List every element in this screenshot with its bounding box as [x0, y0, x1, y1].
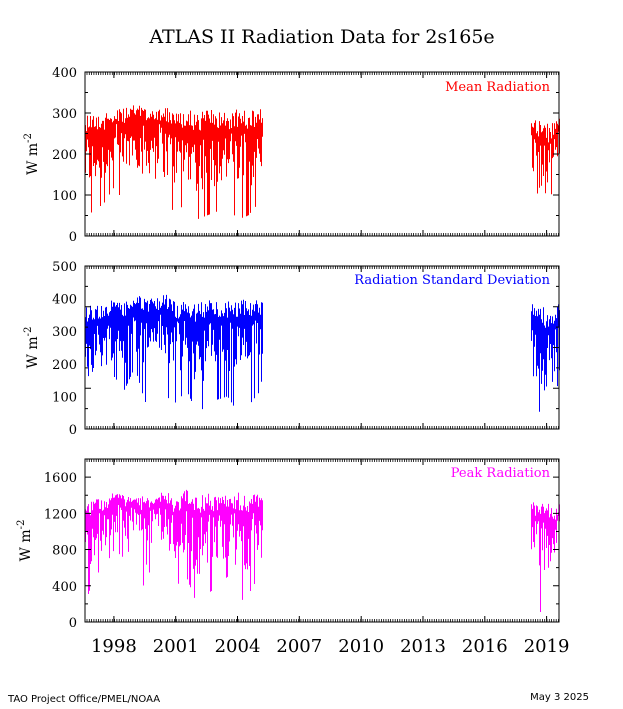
y-tick-label: 0: [69, 230, 77, 245]
panel-2: 0 100 200 300 400 500 W m-2 Radiation Standard …: [23, 260, 560, 438]
y-axis-label: W m-2: [16, 520, 34, 562]
y-tick-label: 300: [52, 325, 77, 340]
x-tick-label: 2001: [153, 636, 199, 657]
y-tick-label: 100: [52, 390, 77, 405]
x-tick-label: 2007: [276, 636, 322, 657]
y-ticks: [85, 265, 559, 430]
y-ticks: [85, 71, 559, 237]
panel-3: 0 400 800 1200 1600 W m-2 Peak Radiation: [16, 458, 560, 631]
y-ticks: [85, 458, 559, 623]
y-tick-label: 200: [52, 148, 77, 163]
y-tick-label: 1600: [44, 471, 77, 486]
footer-date: May 3 2025: [530, 692, 589, 703]
series-peak-radiation: [85, 489, 560, 612]
y-tick-label: 400: [52, 293, 77, 308]
series-radiation-standard-deviation: [85, 294, 560, 412]
x-minor-ticks: [86, 459, 559, 622]
y-tick-label: 400: [52, 580, 77, 595]
x-major-ticks: [113, 72, 548, 622]
x-tick-label: 2004: [215, 636, 261, 657]
x-minor-ticks: [86, 72, 559, 236]
panels: 0 100 200 300 400 W m-2 Mean Radiation 0 100 200 3…: [16, 66, 560, 631]
x-tick-label: 2010: [338, 636, 384, 657]
x-axis: 1998 2001 2004 2007 2010 2013 2016 2019: [91, 72, 570, 657]
y-axis-label: W m-2: [23, 327, 41, 369]
y-tick-label: 300: [52, 107, 77, 122]
y-tick-label: 200: [52, 358, 77, 373]
legend-label: Radiation Standard Deviation: [354, 273, 550, 288]
panel-frame: [84, 265, 560, 430]
x-tick-label: 2016: [462, 636, 508, 657]
series-mean-radiation: [85, 105, 560, 219]
y-axis-label: W m-2: [23, 133, 41, 175]
legend-label: Peak Radiation: [451, 466, 551, 481]
y-tick-label: 1200: [44, 507, 77, 522]
chart-title: ATLAS II Radiation Data for 2s165e: [148, 26, 494, 48]
x-tick-label: 2019: [524, 636, 570, 657]
x-tick-label: 1998: [91, 636, 137, 657]
y-tick-label: 800: [52, 544, 77, 559]
y-tick-label: 500: [52, 260, 77, 275]
legend-label: Mean Radiation: [445, 80, 551, 95]
y-tick-label: 400: [52, 66, 77, 81]
y-tick-label: 0: [69, 423, 77, 438]
footer-credit: TAO Project Office/PMEL/NOAA: [7, 694, 160, 705]
y-tick-label: 0: [69, 616, 77, 631]
x-minor-ticks: [86, 266, 559, 429]
panel-frame: [84, 71, 560, 237]
y-tick-label: 100: [52, 189, 77, 204]
panel-frame: [84, 458, 560, 623]
x-tick-label: 2013: [400, 636, 446, 657]
panel-1: 0 100 200 300 400 W m-2 Mean Radiation: [23, 66, 560, 245]
